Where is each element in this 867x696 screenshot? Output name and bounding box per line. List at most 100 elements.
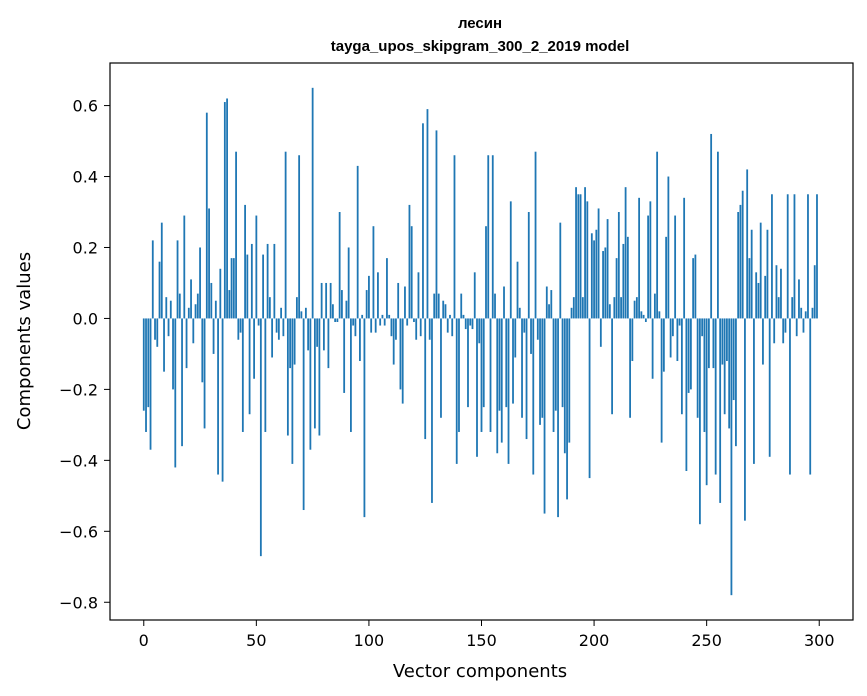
bar [775, 265, 778, 319]
bar [773, 318, 776, 344]
bar [235, 151, 237, 319]
bar [667, 176, 670, 319]
bar [332, 304, 334, 319]
bar [757, 282, 760, 319]
bar [705, 318, 708, 486]
bar [680, 318, 683, 415]
bar [372, 226, 375, 319]
bar [361, 314, 364, 319]
bar [534, 151, 537, 319]
bar [212, 318, 215, 354]
bar [617, 212, 620, 319]
bar [300, 311, 303, 319]
bar [210, 282, 213, 319]
bar [322, 318, 325, 351]
bar [239, 318, 242, 333]
y-axis-ticks: −0.8 −0.6 −0.4 −0.2 0.0 0.2 0.4 0.6 [59, 97, 110, 612]
bar [728, 318, 731, 429]
bar [674, 215, 677, 319]
bar [318, 318, 321, 436]
bar [485, 226, 487, 319]
bar [656, 151, 659, 319]
bar [813, 265, 816, 319]
bar [352, 318, 355, 326]
bar [518, 307, 521, 319]
bar [275, 318, 278, 333]
bar [714, 318, 717, 475]
bar [750, 229, 753, 319]
bar [167, 318, 170, 337]
bar [563, 318, 566, 454]
bar [626, 236, 629, 319]
bar [142, 318, 145, 411]
bar [793, 194, 796, 319]
bar [426, 109, 429, 319]
bar [392, 318, 395, 365]
bar [406, 318, 409, 326]
bar [262, 254, 264, 319]
bar [190, 279, 192, 319]
bar [347, 247, 350, 319]
bar [737, 212, 740, 319]
bar [658, 311, 661, 319]
bar [181, 318, 183, 447]
bar [498, 318, 501, 411]
bar [532, 318, 535, 475]
x-tick-label: 300 [804, 631, 835, 650]
bar [755, 272, 758, 319]
bar [424, 318, 427, 440]
bar [523, 318, 526, 333]
bar [687, 318, 690, 393]
bar [316, 318, 319, 347]
bar [415, 318, 418, 340]
bar [494, 293, 496, 319]
y-tick-label: −0.8 [59, 593, 98, 612]
bar [651, 318, 654, 379]
bar [428, 318, 431, 340]
bar [795, 318, 798, 337]
bar [730, 318, 733, 596]
bar [230, 258, 233, 319]
x-tick-label: 50 [246, 631, 266, 650]
bar [462, 314, 465, 319]
bar [660, 318, 663, 443]
bar [203, 318, 206, 429]
bar [489, 318, 492, 432]
y-tick-label: 0.2 [73, 238, 98, 257]
bar [221, 318, 224, 482]
bar [151, 240, 154, 319]
bar [804, 311, 807, 319]
bar [271, 318, 274, 358]
bar [816, 194, 818, 319]
bar [509, 201, 512, 319]
bar [464, 318, 467, 330]
bar [341, 290, 343, 319]
bar [768, 318, 771, 457]
bar [194, 304, 197, 319]
bar [739, 204, 742, 319]
bar [570, 307, 573, 319]
bar [505, 318, 508, 408]
bar [665, 236, 668, 319]
bar [496, 318, 499, 454]
bar [433, 293, 436, 319]
bar [169, 300, 172, 319]
bar [559, 222, 562, 319]
bar [584, 187, 586, 319]
bar [635, 297, 638, 319]
x-tick-label: 250 [691, 631, 722, 650]
bar [662, 318, 665, 372]
bar [604, 247, 607, 319]
bar [611, 318, 613, 415]
bar [642, 314, 645, 319]
bar [201, 318, 204, 383]
bar [178, 293, 181, 319]
bar [487, 155, 490, 319]
bar [399, 318, 402, 390]
bar [336, 318, 339, 322]
bar [295, 297, 298, 319]
bar [557, 318, 559, 518]
bar [701, 318, 704, 337]
bar [798, 279, 800, 319]
